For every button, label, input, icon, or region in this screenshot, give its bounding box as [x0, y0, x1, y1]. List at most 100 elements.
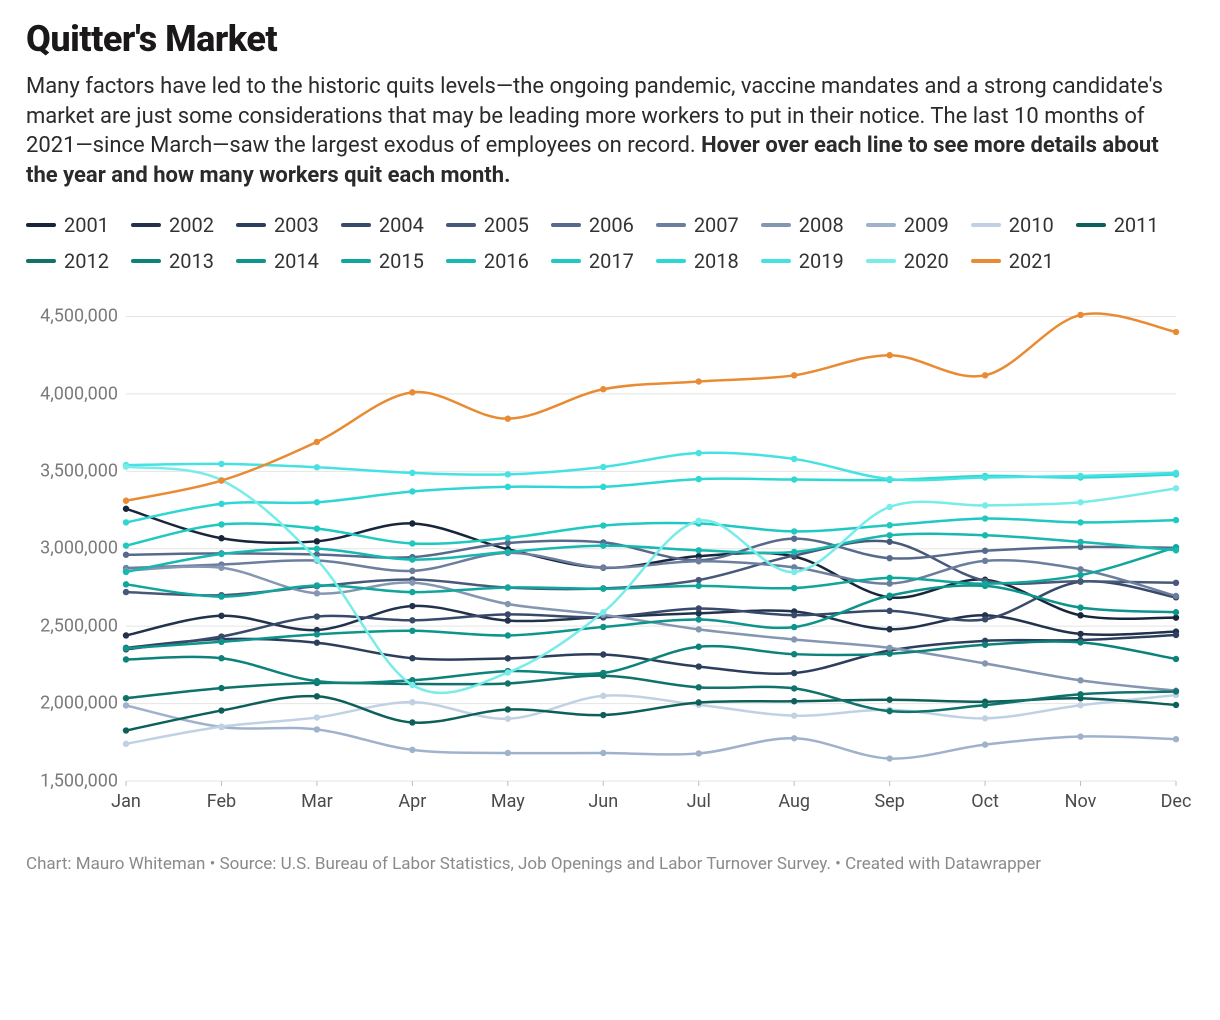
series-marker[interactable] — [696, 450, 702, 456]
series-marker[interactable] — [218, 612, 224, 618]
series-marker[interactable] — [218, 723, 224, 729]
series-marker[interactable] — [505, 715, 511, 721]
series-marker[interactable] — [1173, 688, 1179, 694]
series-marker[interactable] — [123, 702, 129, 708]
series-marker[interactable] — [123, 695, 129, 701]
series-marker[interactable] — [1077, 639, 1083, 645]
series-marker[interactable] — [600, 483, 606, 489]
series-marker[interactable] — [696, 605, 702, 611]
series-marker[interactable] — [886, 755, 892, 761]
series-line[interactable] — [126, 675, 1176, 711]
series-marker[interactable] — [1077, 311, 1083, 317]
series-marker[interactable] — [696, 643, 702, 649]
series-marker[interactable] — [505, 750, 511, 756]
series-marker[interactable] — [123, 463, 129, 469]
series-marker[interactable] — [696, 684, 702, 690]
series-marker[interactable] — [1077, 566, 1083, 572]
series-marker[interactable] — [791, 535, 797, 541]
series-marker[interactable] — [791, 698, 797, 704]
series-marker[interactable] — [123, 569, 129, 575]
series-marker[interactable] — [600, 585, 606, 591]
series-marker[interactable] — [314, 438, 320, 444]
series-marker[interactable] — [696, 582, 702, 588]
series-marker[interactable] — [505, 548, 511, 554]
series-marker[interactable] — [791, 712, 797, 718]
series-marker[interactable] — [886, 626, 892, 632]
series-marker[interactable] — [409, 579, 415, 585]
series-marker[interactable] — [600, 542, 606, 548]
series-marker[interactable] — [409, 567, 415, 573]
series-marker[interactable] — [982, 702, 988, 708]
series-marker[interactable] — [505, 471, 511, 477]
series-marker[interactable] — [409, 389, 415, 395]
series-marker[interactable] — [505, 655, 511, 661]
series-marker[interactable] — [218, 460, 224, 466]
series-marker[interactable] — [1173, 485, 1179, 491]
chart-plot-area[interactable]: 1,500,0002,000,0002,500,0003,000,0003,50… — [26, 291, 1186, 831]
series-marker[interactable] — [1077, 691, 1083, 697]
series-marker[interactable] — [791, 685, 797, 691]
series-marker[interactable] — [982, 741, 988, 747]
series-marker[interactable] — [1173, 609, 1179, 615]
series-marker[interactable] — [886, 503, 892, 509]
legend-item[interactable]: 2002 — [131, 213, 214, 237]
legend-item[interactable]: 2012 — [26, 249, 109, 273]
series-marker[interactable] — [982, 474, 988, 480]
series-marker[interactable] — [1077, 733, 1083, 739]
series-marker[interactable] — [218, 707, 224, 713]
series-marker[interactable] — [409, 603, 415, 609]
series-marker[interactable] — [696, 476, 702, 482]
series-marker[interactable] — [1077, 499, 1083, 505]
series-marker[interactable] — [505, 483, 511, 489]
series-marker[interactable] — [982, 660, 988, 666]
legend-item[interactable]: 2003 — [236, 213, 319, 237]
series-marker[interactable] — [886, 532, 892, 538]
series-marker[interactable] — [409, 469, 415, 475]
series-marker[interactable] — [600, 692, 606, 698]
series-marker[interactable] — [1173, 702, 1179, 708]
series-marker[interactable] — [218, 551, 224, 557]
legend-item[interactable]: 2021 — [971, 249, 1054, 273]
series-marker[interactable] — [982, 532, 988, 538]
series-marker[interactable] — [791, 549, 797, 555]
series-marker[interactable] — [314, 525, 320, 531]
series-marker[interactable] — [218, 655, 224, 661]
series-marker[interactable] — [600, 712, 606, 718]
series-marker[interactable] — [505, 669, 511, 675]
series-marker[interactable] — [791, 636, 797, 642]
series-marker[interactable] — [123, 589, 129, 595]
series-marker[interactable] — [505, 680, 511, 686]
series-marker[interactable] — [982, 580, 988, 586]
series-marker[interactable] — [791, 476, 797, 482]
series-marker[interactable] — [314, 678, 320, 684]
series-line[interactable] — [126, 606, 1176, 636]
series-marker[interactable] — [600, 522, 606, 528]
series-marker[interactable] — [409, 556, 415, 562]
series-marker[interactable] — [123, 727, 129, 733]
series-marker[interactable] — [505, 415, 511, 421]
series-marker[interactable] — [886, 708, 892, 714]
series-marker[interactable] — [409, 699, 415, 705]
series-line[interactable] — [126, 705, 1176, 758]
series-marker[interactable] — [123, 551, 129, 557]
series-marker[interactable] — [123, 645, 129, 651]
series-marker[interactable] — [1077, 538, 1083, 544]
series-marker[interactable] — [218, 521, 224, 527]
series-marker[interactable] — [505, 601, 511, 607]
legend-item[interactable]: 2017 — [551, 249, 634, 273]
series-marker[interactable] — [1077, 473, 1083, 479]
series-marker[interactable] — [409, 540, 415, 546]
series-marker[interactable] — [600, 609, 606, 615]
series-marker[interactable] — [696, 616, 702, 622]
series-marker[interactable] — [696, 699, 702, 705]
series-marker[interactable] — [505, 584, 511, 590]
series-marker[interactable] — [696, 558, 702, 564]
series-marker[interactable] — [1077, 630, 1083, 636]
legend-item[interactable]: 2014 — [236, 249, 319, 273]
series-marker[interactable] — [409, 589, 415, 595]
series-marker[interactable] — [505, 617, 511, 623]
series-marker[interactable] — [791, 612, 797, 618]
series-marker[interactable] — [886, 555, 892, 561]
series-marker[interactable] — [791, 569, 797, 575]
series-marker[interactable] — [123, 740, 129, 746]
